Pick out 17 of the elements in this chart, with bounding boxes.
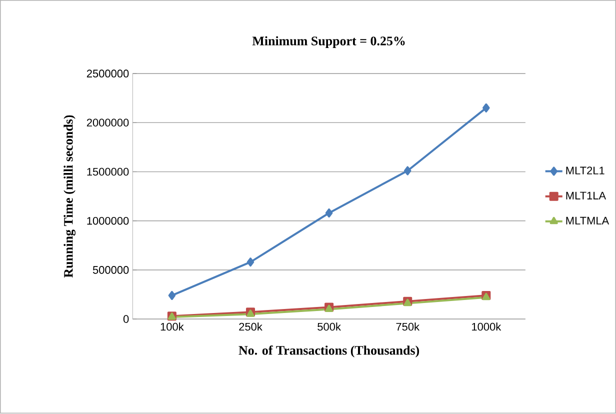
y-tick-label: 2000000	[86, 118, 129, 127]
y-tick-label: 1000000	[87, 217, 129, 225]
x-tick-label: 100k	[160, 322, 184, 331]
x-tick-label: 1000k	[472, 322, 502, 331]
y-axis-title: Running Time (milli seconds)	[64, 116, 76, 278]
x-tick-label: 750k	[396, 322, 420, 331]
x-tick-label: 500k	[318, 322, 341, 331]
legend-label: MLT1LA	[566, 192, 606, 200]
x-axis-title: No. of Transactions (Thousands)	[238, 346, 420, 358]
y-tick-label: 0	[123, 315, 129, 324]
y-tick-label: 2500000	[86, 70, 129, 78]
x-tick-label: 250k	[239, 322, 262, 331]
y-tick-label: 1500000	[87, 168, 129, 176]
chart-title: Minimum Support = 0.25%	[252, 36, 405, 48]
y-tick-label: 500000	[92, 266, 129, 274]
legend-label: MLT2L1	[566, 166, 604, 174]
legend-label: MLTMLA	[566, 217, 610, 225]
